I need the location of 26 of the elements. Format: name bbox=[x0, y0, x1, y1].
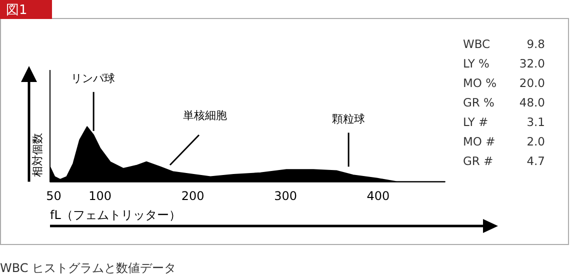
annotation: 顆粒球 bbox=[332, 112, 366, 126]
annotation: 3.1 bbox=[526, 115, 545, 129]
annotation: WBC bbox=[463, 37, 490, 51]
annotation: 4.7 bbox=[526, 154, 545, 168]
annotation: 単核細胞 bbox=[183, 109, 227, 122]
ylabel: 相対個数 bbox=[31, 133, 44, 177]
xlabel: fL（フェムトリッター） bbox=[50, 208, 181, 222]
annotation: LY % bbox=[463, 56, 490, 70]
annotation: GR % bbox=[463, 96, 494, 110]
annotation: MO # bbox=[463, 134, 496, 148]
annotation: 20.0 bbox=[519, 76, 545, 90]
annotation: 2.0 bbox=[526, 134, 545, 148]
x-tick: 200 bbox=[181, 189, 204, 203]
annotation: リンパ球 bbox=[71, 72, 116, 85]
annotation: MO % bbox=[463, 76, 497, 90]
x-tick: 300 bbox=[274, 189, 297, 203]
annotation: LY # bbox=[463, 115, 488, 129]
annotation: 48.0 bbox=[519, 96, 545, 110]
x-tick: 50 bbox=[46, 189, 62, 203]
title: 図1 bbox=[6, 3, 28, 18]
annotation: 32.0 bbox=[519, 56, 545, 70]
annotation: WBC ヒストグラムと数値データ bbox=[0, 261, 176, 275]
annotation: 9.8 bbox=[526, 37, 545, 51]
x-tick: 400 bbox=[366, 189, 390, 203]
x-tick: 100 bbox=[88, 189, 112, 203]
annotation: GR # bbox=[463, 154, 494, 168]
